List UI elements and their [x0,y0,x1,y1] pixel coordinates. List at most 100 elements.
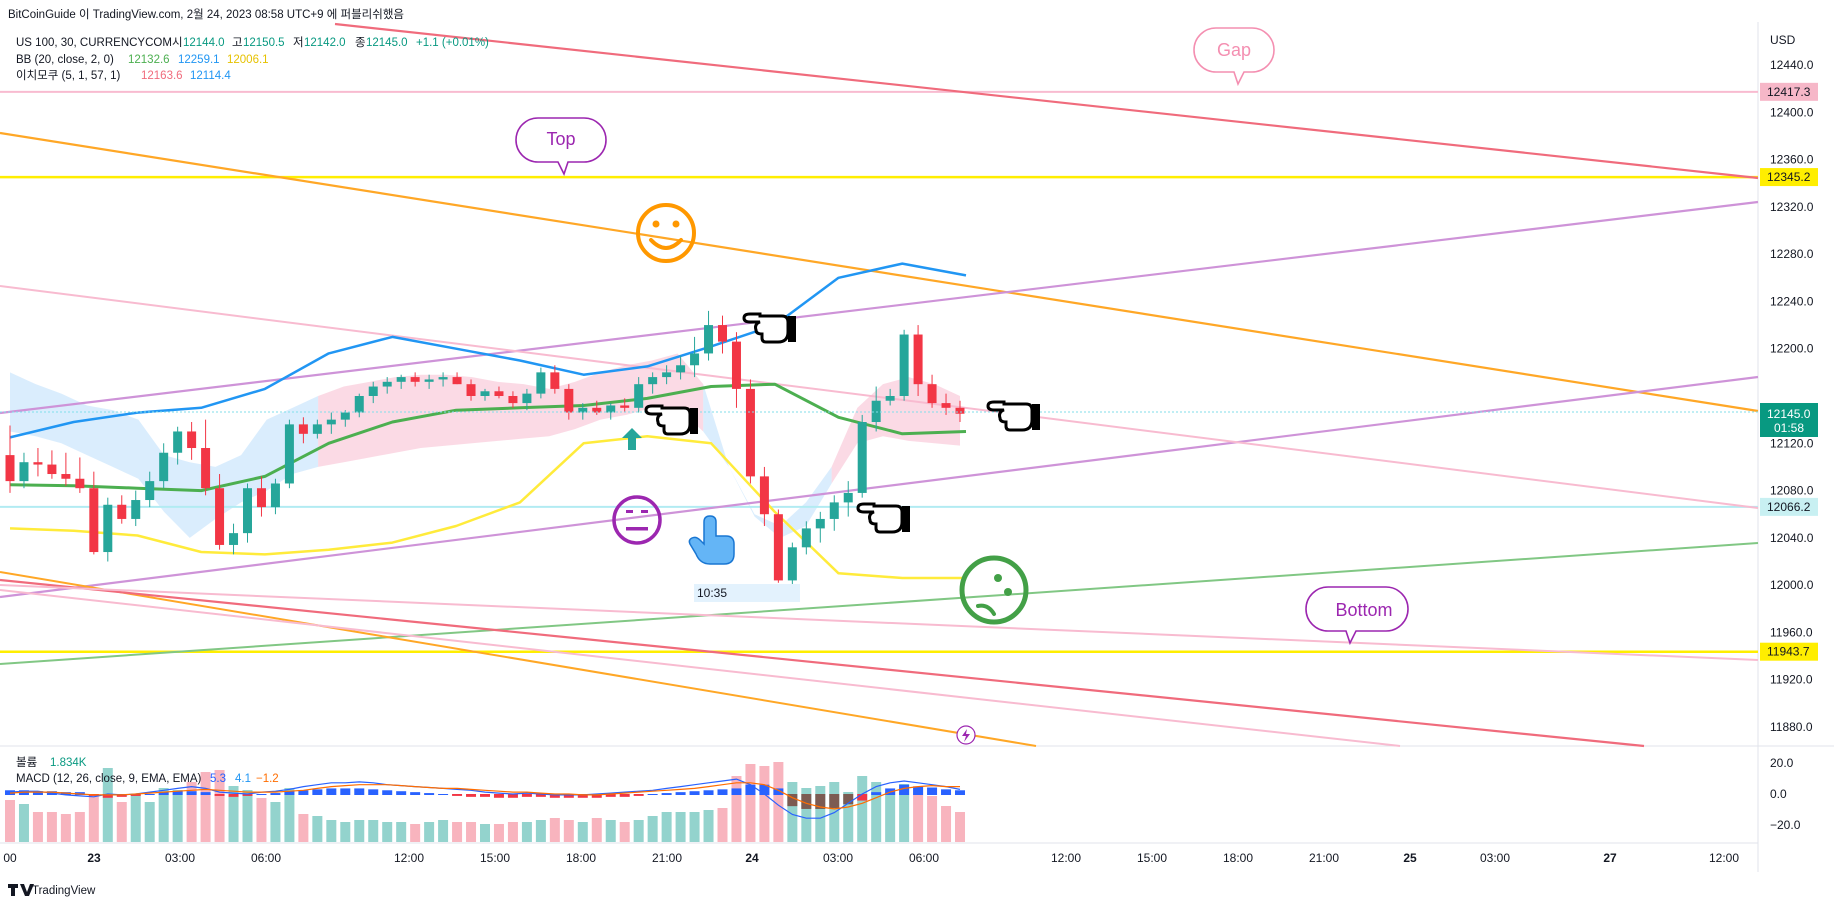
pointing-hand-icon[interactable] [986,400,1040,432]
lightning-icon[interactable] [956,725,976,745]
volume-bar [270,802,281,842]
candle-body[interactable] [480,391,490,396]
candle-body[interactable] [843,492,853,503]
candlesticks[interactable] [5,310,965,586]
tradingview-logo[interactable]: TradingView [8,884,96,897]
candle-body[interactable] [620,405,630,408]
candle-body[interactable] [215,488,225,545]
candle-body[interactable] [424,379,434,382]
lower-pink-trend-line-2[interactable] [0,589,1401,747]
candle-body[interactable] [354,396,364,413]
candle-body[interactable] [382,381,392,387]
candle-body[interactable] [773,514,783,581]
candle-body[interactable] [592,407,602,413]
candle-body[interactable] [606,405,616,413]
candle-body[interactable] [284,424,294,484]
candle-body[interactable] [75,478,85,489]
pointing-hand-icon[interactable] [644,404,698,436]
candle-body[interactable] [326,419,336,425]
candle-body[interactable] [801,528,811,548]
candle-body[interactable] [913,334,923,385]
candle-body[interactable] [536,372,546,394]
candle-body[interactable] [494,391,504,396]
candle-body[interactable] [662,372,672,378]
candle-body[interactable] [704,325,714,354]
lower-red-trend-line[interactable] [0,578,1645,748]
candle-body[interactable] [47,464,57,475]
candle-body[interactable] [899,334,909,396]
candle-body[interactable] [131,500,141,519]
candle-body[interactable] [829,502,839,519]
candle-body[interactable] [368,386,378,396]
candle-body[interactable] [340,412,350,420]
candle-body[interactable] [871,400,881,423]
pointing-hand-icon[interactable] [856,502,910,534]
candle-body[interactable] [61,474,71,479]
candle-body[interactable] [759,476,769,515]
price-axis[interactable]: USD 12440.0 12400.0 12360.0 12320.0 12280.0 1… [1770,33,1814,734]
candle-body[interactable] [718,325,727,342]
gap-bubble[interactable]: Gap [1193,27,1275,87]
candle-body[interactable] [33,462,43,465]
candle-body[interactable] [466,384,476,396]
candle-body[interactable] [89,488,99,553]
macd-histogram-bar [130,794,141,796]
time-tick-label: 06:00 [909,851,939,865]
upper-purple-trend-line[interactable] [0,200,1759,415]
candle-body[interactable] [815,518,825,529]
candle-body[interactable] [508,396,518,404]
candle-body[interactable] [857,422,867,493]
candle-body[interactable] [410,377,420,382]
smile-face-icon[interactable] [636,203,696,263]
candle-body[interactable] [103,504,113,553]
pointing-hand-icon[interactable] [742,312,796,344]
neutral-face-icon[interactable] [612,495,662,545]
time-axis[interactable]: 00 23 03:00 06:00 12:00 15:00 18:00 21:00 24 03:0… [3,851,1739,865]
lower-pink-trend-line[interactable] [0,584,1759,661]
candle-body[interactable] [117,504,127,519]
upper-orange-trend-line[interactable] [0,131,1759,413]
gap-trend-line[interactable] [334,22,1759,180]
blue-pointing-up-hand-icon[interactable] [688,515,735,565]
candle-body[interactable] [522,393,532,404]
candle-body[interactable] [787,547,797,581]
trend-lines[interactable] [0,22,1759,748]
candle-body[interactable] [256,488,266,508]
candle-body[interactable] [690,353,700,366]
candle-body[interactable] [173,431,183,453]
candle-body[interactable] [187,431,197,449]
candle-body[interactable] [550,372,560,389]
top-bubble[interactable]: Top [515,117,607,177]
candle-body[interactable] [676,365,686,373]
candle-body[interactable] [145,481,155,501]
candle-body[interactable] [745,388,755,477]
bottom-bubble[interactable]: Bottom [1305,586,1409,646]
candle-body[interactable] [452,377,462,385]
candle-body[interactable] [270,483,280,508]
sad-face-icon[interactable] [959,555,1029,625]
candle-body[interactable] [941,403,951,408]
candle-body[interactable] [159,452,169,482]
green-trend-line[interactable] [0,542,1759,665]
lower-purple-trend-line[interactable] [0,375,1759,599]
candle-body[interactable] [634,384,644,408]
candle-body[interactable] [229,533,239,545]
candle-body[interactable] [396,377,406,382]
candle-body[interactable] [648,377,658,385]
candle-body[interactable] [19,462,29,482]
candle-body[interactable] [5,455,15,482]
candle-body[interactable] [243,488,252,534]
candle-body[interactable] [564,388,574,413]
candle-body[interactable] [201,448,211,489]
candle-body[interactable] [927,384,937,404]
candle-body[interactable] [298,424,308,434]
candle-body[interactable] [312,424,322,434]
candle-body[interactable] [885,396,895,401]
lower-orange-trend-line[interactable] [0,571,1037,747]
pink-trend-line[interactable] [0,285,1759,509]
candle-body[interactable] [955,407,965,414]
candle-body[interactable] [578,407,588,413]
candle-body[interactable] [438,377,448,380]
candle-body[interactable] [731,341,741,389]
